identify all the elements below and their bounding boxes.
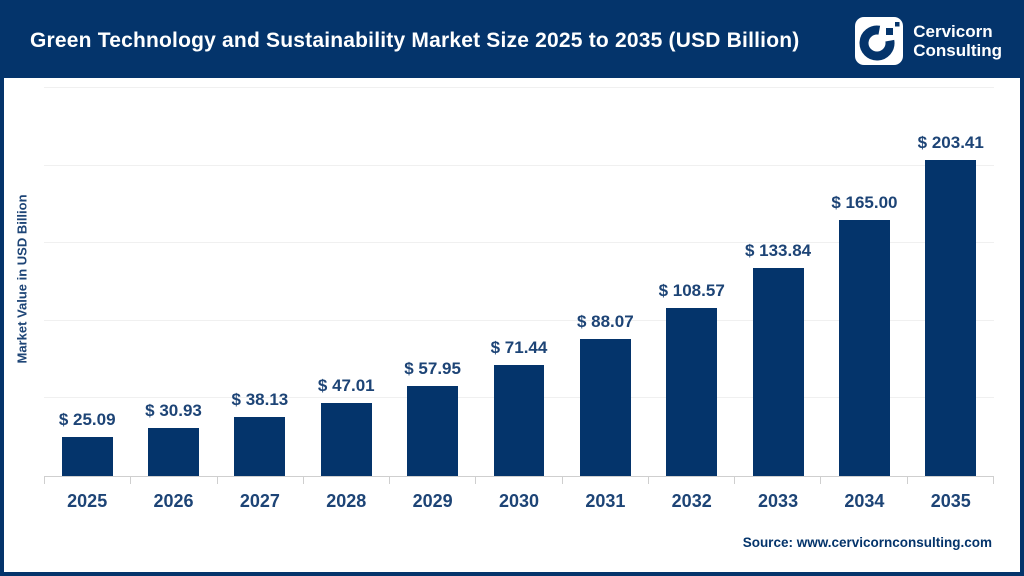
bar-value-label: $ 25.09 [58, 410, 116, 430]
gridline-150 [44, 242, 994, 244]
tick-cell [390, 477, 477, 484]
x-tick-label: 2032 [671, 490, 712, 511]
chart-title: Green Technology and Sustainability Mark… [30, 29, 800, 52]
tick-cell [649, 477, 736, 484]
bar-column-2028: $ 47.01 [303, 88, 389, 476]
c-mark-icon [859, 22, 900, 61]
tick-cell [218, 477, 304, 484]
tick-cell [476, 477, 563, 484]
bar-value-label: $ 30.93 [145, 401, 202, 420]
bar-column-2030: $ 71.44 [476, 88, 562, 476]
tick-cell [908, 477, 994, 484]
bar-column-2025: $ 25.09 [44, 88, 130, 476]
tick-cell [304, 477, 391, 484]
bar-value-label: $ 203.41 [917, 133, 984, 153]
bar [493, 365, 545, 476]
bar [925, 160, 977, 476]
bar-column-2032: $ 108.57 [649, 88, 735, 476]
bar-value-label: $ 133.84 [744, 241, 812, 261]
brand-logo: Cervicorn Consulting [855, 17, 1002, 65]
bar-value-label: $ 57.95 [404, 359, 461, 379]
bar-column-2035: $ 203.41 [908, 88, 994, 476]
bar-column-2034: $ 165.00 [821, 88, 907, 476]
bar-column-2031: $ 88.07 [562, 88, 648, 476]
bar-value-label: $ 71.44 [490, 338, 548, 358]
tick-cell [131, 477, 218, 484]
bar-column-2029: $ 57.95 [389, 88, 475, 476]
x-tick-label: 2030 [498, 490, 539, 511]
tick-cell [821, 477, 908, 484]
brand-line2: Consulting [913, 41, 1002, 60]
bar [838, 219, 890, 476]
x-axis-ticks [44, 477, 994, 484]
source-credit: Source: www.cervicornconsulting.com [742, 535, 992, 550]
y-axis-title: Market Value in USD Billion [14, 194, 30, 364]
x-tick-label: 2026 [153, 490, 194, 511]
cervicorn-logo-icon [855, 17, 904, 65]
plot-area: $ 25.09 $ 30.93 $ 38.13 $ 47.01 $ 57.95 $ 71.… [44, 87, 994, 477]
tick-cell [563, 477, 649, 484]
x-tick-label: 2035 [930, 490, 971, 511]
bar-value-label: $ 165.00 [831, 192, 898, 212]
bar-value-label: $ 88.07 [576, 312, 634, 332]
bar [752, 268, 804, 476]
x-tick-label: 2028 [326, 490, 367, 511]
bar [320, 403, 372, 476]
bar-column-2026: $ 30.93 [130, 88, 216, 476]
bar [579, 339, 631, 476]
x-tick-label: 2027 [239, 490, 280, 511]
tick-cell [44, 477, 132, 484]
x-tick-label: 2034 [844, 490, 885, 511]
x-tick-label: 2029 [412, 490, 453, 511]
bar [666, 307, 718, 476]
x-tick-label: 2031 [585, 490, 626, 511]
bar-column-2033: $ 133.84 [735, 88, 821, 476]
x-tick-label: 2025 [67, 490, 108, 511]
bar-series: $ 25.09 $ 30.93 $ 38.13 $ 47.01 $ 57.95 $ 71.… [44, 88, 994, 476]
brand-name: Cervicorn Consulting [913, 22, 1002, 60]
bar-value-label: $ 38.13 [231, 389, 289, 409]
bar [407, 386, 459, 476]
gridline-100 [44, 319, 994, 321]
x-axis-labels: 2025 2026 2027 2028 2029 2030 2031 2032 2033 2034… [44, 486, 994, 516]
brand-line1: Cervicorn [913, 21, 993, 41]
tick-cell [735, 477, 822, 484]
bar [61, 437, 113, 476]
bar-value-label: $ 47.01 [317, 376, 375, 396]
gridline-200 [44, 164, 994, 166]
header-band: Green Technology and Sustainability Mark… [4, 4, 1020, 78]
bar [148, 428, 199, 476]
gridline-250 [44, 87, 994, 88]
bar-column-2027: $ 38.13 [217, 88, 303, 476]
x-tick-label: 2033 [758, 490, 799, 511]
bar-value-label: $ 108.57 [658, 280, 725, 300]
bar [234, 416, 286, 476]
